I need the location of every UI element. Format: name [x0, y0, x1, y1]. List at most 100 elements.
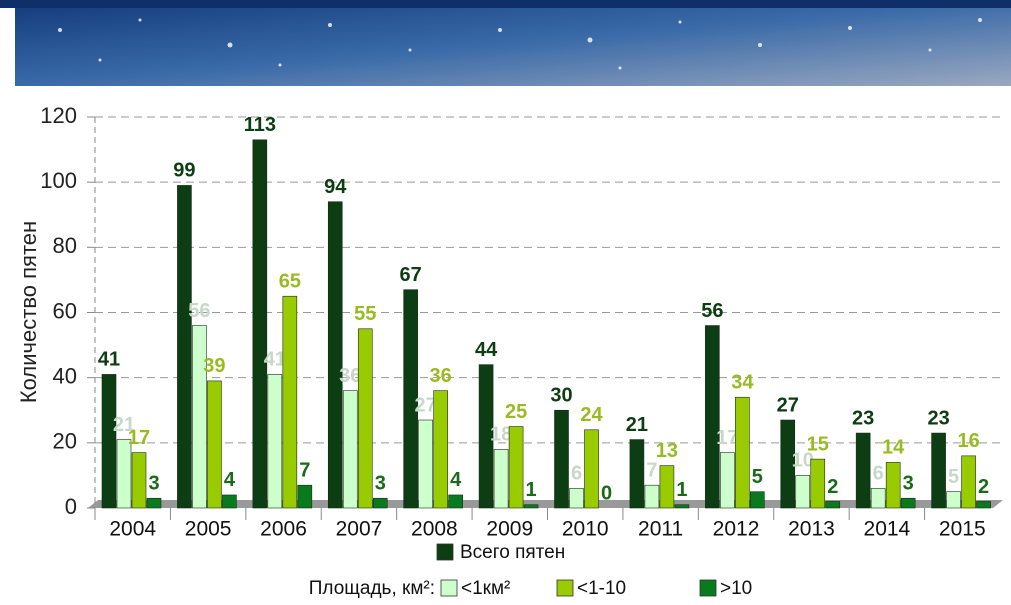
bar: [629, 439, 645, 509]
y-tick-label: 60: [53, 298, 77, 323]
bar: [192, 325, 207, 509]
bar: [855, 432, 871, 509]
value-label: 21: [113, 414, 135, 436]
y-tick-label: 20: [53, 429, 77, 454]
value-label: 23: [852, 407, 874, 429]
bar: [342, 390, 358, 509]
bar: [433, 390, 448, 509]
value-label: 5: [948, 466, 959, 488]
legend-swatch: [436, 543, 454, 561]
bar: [146, 497, 162, 509]
value-label: 16: [957, 430, 979, 452]
bar: [900, 497, 916, 509]
y-tick-label: 80: [53, 233, 77, 258]
y-tick-label: 120: [40, 103, 77, 128]
bar: [493, 449, 509, 509]
x-tick-label: 2009: [486, 518, 533, 541]
value-label: 3: [375, 473, 386, 495]
x-tick-label: 2006: [260, 518, 307, 541]
bar: [961, 455, 976, 509]
x-tick-label: 2005: [185, 518, 232, 541]
value-label: 94: [324, 176, 347, 198]
value-label: 1: [526, 479, 537, 501]
bar: [780, 419, 796, 509]
value-label: 4: [450, 469, 462, 491]
y-tick-label: 100: [40, 168, 77, 193]
value-label: 7: [299, 459, 310, 481]
legend-label: <1-10: [577, 578, 626, 599]
bar: [720, 452, 735, 509]
x-tick-label: 2014: [864, 518, 911, 541]
bar: [478, 364, 494, 509]
value-label: 15: [807, 433, 829, 455]
legend-swatch: [699, 579, 717, 597]
value-label: 3: [903, 473, 914, 495]
bar: [116, 439, 132, 509]
value-label: 10: [792, 450, 814, 472]
value-label: 17: [716, 427, 738, 449]
bar: [584, 429, 599, 509]
bar: [297, 484, 313, 509]
bar: [554, 409, 569, 509]
bar: [403, 289, 418, 509]
x-tick-label: 2004: [109, 518, 156, 541]
bar: [810, 458, 826, 509]
value-label: 34: [731, 371, 754, 393]
x-tick-label: 2011: [638, 518, 683, 541]
value-label: 56: [188, 300, 210, 322]
y-tick-label: 0: [65, 494, 77, 519]
bar: [674, 504, 690, 509]
legend-label: Всего пятен: [460, 542, 565, 563]
value-label: 55: [354, 303, 376, 325]
bar: [508, 426, 524, 509]
value-label: 21: [626, 414, 648, 436]
value-label: 36: [339, 365, 361, 387]
value-label: 6: [571, 463, 582, 485]
value-label: 14: [882, 437, 905, 459]
y-tick-label: 40: [53, 363, 77, 388]
bar: [207, 380, 222, 509]
value-label: 27: [415, 394, 437, 416]
legend-swatch: [556, 579, 574, 597]
value-label: 0: [601, 482, 612, 504]
bar: [372, 497, 388, 509]
floor: [88, 500, 1003, 508]
value-label: 65: [279, 270, 301, 292]
x-tick-label: 2007: [336, 518, 383, 541]
bar: [885, 462, 901, 509]
bar: [267, 374, 283, 509]
value-label: 113: [244, 114, 276, 136]
bar: [659, 465, 675, 509]
bar: [870, 488, 886, 509]
value-label: 2: [978, 476, 989, 498]
bar: [327, 201, 343, 509]
value-label: 2: [827, 476, 838, 498]
value-label: 4: [224, 469, 236, 491]
value-label: 24: [580, 404, 603, 426]
bar: [177, 185, 192, 509]
x-tick-label: 2015: [939, 518, 986, 541]
value-label: 27: [777, 394, 799, 416]
bar: [448, 494, 463, 509]
bar: [357, 328, 373, 509]
x-tick-label: 2010: [562, 518, 609, 541]
bar: [222, 494, 237, 509]
value-label: 30: [550, 385, 572, 407]
value-label: 23: [927, 407, 949, 429]
value-label: 39: [203, 355, 225, 377]
value-label: 7: [646, 459, 657, 481]
value-label: 25: [505, 401, 527, 423]
bar: [976, 501, 991, 509]
value-label: 17: [128, 427, 150, 449]
bar: [825, 501, 841, 509]
bar: [101, 374, 117, 509]
value-label: 99: [173, 160, 195, 182]
x-tick-label: 2013: [788, 518, 835, 541]
legend-title: Площадь, км²:: [309, 578, 435, 599]
y-axis-label: Количество пятен: [16, 221, 41, 403]
bar: [795, 475, 811, 509]
bar: [750, 491, 765, 509]
bar: [931, 432, 946, 509]
banner: [0, 0, 1011, 86]
